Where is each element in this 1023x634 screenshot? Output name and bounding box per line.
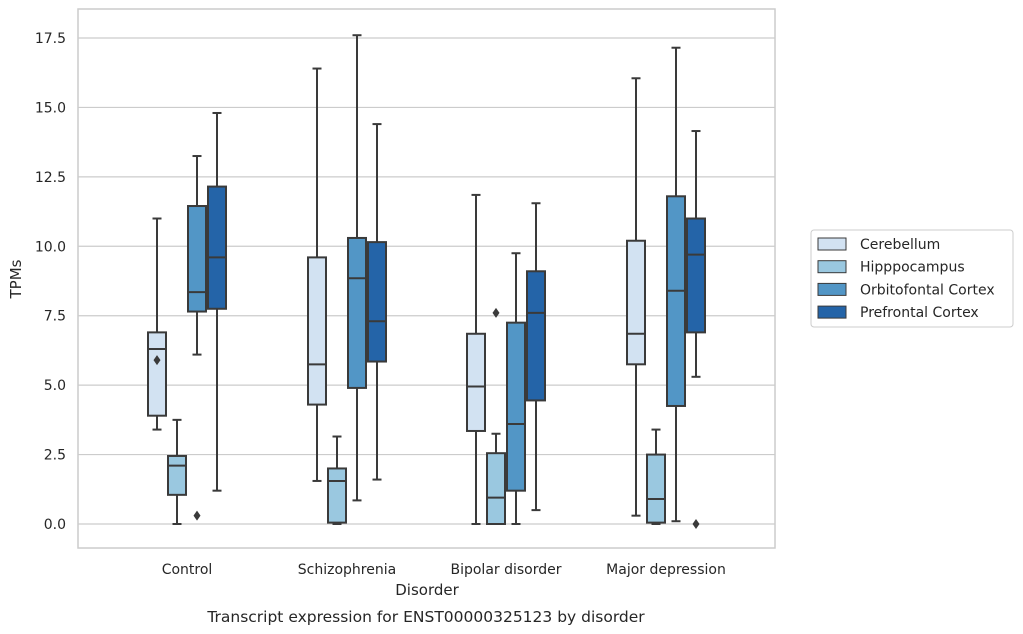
y-tick-label: 10.0	[35, 239, 66, 255]
box-iqr	[506, 321, 526, 492]
legend-swatch	[817, 237, 847, 251]
x-tick-label: Control	[162, 562, 213, 578]
series-cerebellum	[147, 67, 646, 525]
box	[666, 46, 686, 523]
box	[506, 252, 526, 525]
y-tick-label: 5.0	[44, 378, 66, 394]
box	[327, 435, 347, 525]
x-axis-title: Disorder	[395, 581, 459, 599]
legend-item: Orbitofontal Cortex	[817, 282, 995, 298]
legend-swatch	[817, 282, 847, 296]
box-iqr	[307, 256, 327, 406]
x-tick-label: Major depression	[606, 562, 726, 578]
box-iqr	[327, 467, 347, 524]
y-tick-label: 2.5	[44, 448, 66, 464]
x-tick-label: Schizophrenia	[298, 562, 396, 578]
box-iqr	[666, 195, 686, 407]
legend-item: Cerebellum	[817, 237, 940, 253]
box	[307, 67, 327, 482]
box	[646, 428, 666, 525]
box	[167, 418, 187, 525]
box	[147, 217, 167, 431]
box-iqr	[207, 185, 227, 310]
box-plot-series	[147, 34, 706, 529]
box-iqr	[486, 452, 506, 526]
legend-item: Prefrontal Cortex	[817, 305, 979, 321]
y-axis-tick-labels: 0.0 2.5 5.0 7.5 10.0 12.5 15.0 17.5	[35, 31, 66, 533]
x-tick-label: Bipolar disorder	[450, 562, 561, 578]
series-hipppocampus	[167, 307, 666, 526]
box-iqr	[367, 241, 387, 363]
box-iqr	[686, 217, 706, 334]
box-iqr	[187, 205, 207, 313]
outlier-point	[692, 519, 700, 529]
y-tick-label: 15.0	[35, 100, 66, 116]
legend-label: Orbitofontal Cortex	[860, 282, 995, 298]
box-iqr	[466, 332, 486, 432]
legend: Cerebellum Hipppocampus Orbitofontal Corte…	[810, 229, 1014, 328]
series-orbitofontal-cortex	[187, 34, 686, 525]
outlier-point	[193, 510, 201, 521]
box	[207, 111, 227, 492]
box	[347, 34, 367, 502]
figure-caption: Transcript expression for ENST0000032512…	[206, 608, 645, 626]
y-tick-label: 12.5	[35, 170, 66, 186]
box-iqr	[347, 236, 367, 389]
box	[526, 202, 546, 512]
box-iqr	[147, 331, 167, 417]
legend-frame	[810, 229, 1014, 328]
y-axis-title: TPMs	[7, 259, 25, 299]
series-prefrontal-cortex	[207, 111, 706, 529]
outlier-point	[153, 355, 161, 366]
box-iqr	[526, 270, 546, 402]
plot-frame	[77, 8, 776, 549]
legend-item: Hipppocampus	[817, 260, 965, 276]
box	[367, 123, 387, 481]
y-tick-label: 17.5	[35, 31, 66, 47]
box	[486, 307, 506, 526]
box	[466, 193, 486, 525]
box	[187, 155, 207, 521]
box	[626, 77, 646, 517]
outlier-point	[492, 307, 500, 318]
legend-swatch	[817, 260, 847, 274]
legend-label: Prefrontal Cortex	[860, 305, 979, 321]
box-iqr	[167, 454, 187, 496]
box-iqr	[646, 453, 666, 524]
box-iqr	[626, 239, 646, 366]
box	[686, 130, 706, 529]
y-tick-label: 0.0	[44, 517, 66, 533]
y-tick-label: 7.5	[44, 309, 66, 325]
legend-label: Hipppocampus	[860, 260, 965, 276]
legend-swatch	[817, 305, 847, 319]
legend-label: Cerebellum	[860, 237, 940, 253]
x-axis-tick-labels: Control Schizophrenia Bipolar disorder Majo…	[162, 562, 726, 578]
